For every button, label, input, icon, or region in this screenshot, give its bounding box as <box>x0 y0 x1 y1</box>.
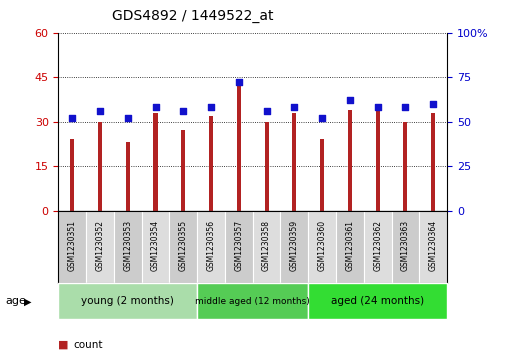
Text: GSM1230359: GSM1230359 <box>290 220 299 271</box>
Bar <box>320 139 324 211</box>
Bar <box>253 211 280 283</box>
Text: GSM1230352: GSM1230352 <box>96 220 105 271</box>
Text: GSM1230360: GSM1230360 <box>318 220 327 271</box>
Text: GSM1230361: GSM1230361 <box>345 220 355 271</box>
Bar <box>70 139 74 211</box>
Point <box>151 105 160 110</box>
Bar <box>126 142 130 211</box>
Text: ▶: ▶ <box>24 296 32 306</box>
Point <box>124 115 132 121</box>
Point <box>318 115 326 121</box>
Bar <box>98 122 102 211</box>
Bar <box>403 122 407 211</box>
Bar <box>265 122 269 211</box>
Text: GSM1230358: GSM1230358 <box>262 220 271 271</box>
Bar <box>58 283 197 319</box>
Bar <box>170 211 197 283</box>
Point <box>207 105 215 110</box>
Bar <box>364 211 392 283</box>
Text: GSM1230364: GSM1230364 <box>429 220 438 271</box>
Bar <box>336 211 364 283</box>
Text: aged (24 months): aged (24 months) <box>331 296 424 306</box>
Text: count: count <box>74 340 103 350</box>
Bar <box>209 116 213 211</box>
Point <box>68 115 76 121</box>
Point <box>346 97 354 103</box>
Bar <box>419 211 447 283</box>
Text: GSM1230353: GSM1230353 <box>123 220 132 271</box>
Point <box>263 108 271 114</box>
Bar <box>392 211 419 283</box>
Bar <box>153 113 157 211</box>
Bar <box>86 211 114 283</box>
Point <box>373 105 382 110</box>
Text: GDS4892 / 1449522_at: GDS4892 / 1449522_at <box>112 9 274 23</box>
Bar <box>197 283 308 319</box>
Bar <box>181 131 185 211</box>
Text: GSM1230356: GSM1230356 <box>207 220 215 271</box>
Bar <box>58 211 86 283</box>
Bar <box>431 113 435 211</box>
Text: GSM1230355: GSM1230355 <box>179 220 188 271</box>
Bar <box>237 83 241 211</box>
Text: GSM1230351: GSM1230351 <box>68 220 77 271</box>
Bar <box>308 211 336 283</box>
Bar <box>142 211 170 283</box>
Bar <box>114 211 142 283</box>
Point <box>235 79 243 85</box>
Text: middle aged (12 months): middle aged (12 months) <box>196 297 310 306</box>
Text: GSM1230362: GSM1230362 <box>373 220 382 271</box>
Text: GSM1230354: GSM1230354 <box>151 220 160 271</box>
Bar <box>308 283 447 319</box>
Bar <box>375 107 379 211</box>
Text: ■: ■ <box>58 340 69 350</box>
Point <box>96 108 104 114</box>
Point <box>290 105 298 110</box>
Text: GSM1230357: GSM1230357 <box>234 220 243 271</box>
Point <box>179 108 187 114</box>
Bar <box>225 211 253 283</box>
Bar <box>280 211 308 283</box>
Text: young (2 months): young (2 months) <box>81 296 174 306</box>
Bar <box>197 211 225 283</box>
Point <box>429 101 437 107</box>
Point <box>401 105 409 110</box>
Text: GSM1230363: GSM1230363 <box>401 220 410 271</box>
Bar <box>348 110 352 211</box>
Bar <box>292 113 297 211</box>
Text: age: age <box>5 296 26 306</box>
